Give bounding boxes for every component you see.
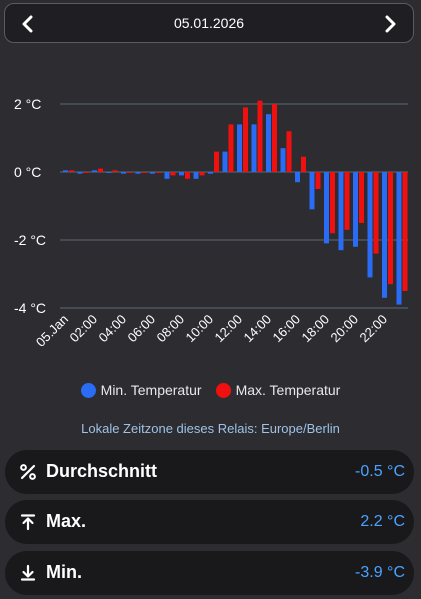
bar-max-temperature [185,172,190,179]
bar-max-temperature [156,172,161,173]
timezone-note: Lokale Zeitzone dieses Relais: Europe/Be… [81,421,340,436]
bar-min-temperature [396,172,402,305]
bar-max-temperature [286,131,292,172]
bar-min-temperature [208,172,213,174]
bar-min-temperature [353,172,358,247]
y-tick-label: 0 °C [14,164,41,180]
x-tick-label: 20:00 [328,312,362,346]
bar-min-temperature [382,172,387,298]
stat-average: Durchschnitt -0.5 °C [5,450,414,494]
bar-min-temperature [324,172,329,244]
chevron-left-icon [22,15,33,33]
bar-max-temperature [170,172,176,176]
x-tick-label: 16:00 [270,312,304,346]
bar-min-temperature [92,170,97,172]
x-tick-label: 02:00 [67,312,101,346]
arrow-down-to-bar-icon [17,562,39,584]
bar-min-temperature [280,148,286,172]
bar-min-temperature [295,172,300,183]
bar-max-temperature [243,107,248,172]
bar-min-temperature [63,170,68,172]
bar-max-temperature [315,172,321,189]
bar-max-temperature [344,172,350,230]
stat-average-value: -0.5 °C [355,463,405,480]
bar-max-temperature [257,100,263,172]
bar-min-temperature [251,124,257,172]
bar-max-temperature [388,172,393,285]
previous-day-button[interactable] [13,10,41,38]
x-tick-label: 14:00 [241,312,275,346]
bar-min-temperature [164,172,170,179]
temperature-chart: 2 °C 0 °C -2 °C -4 °C05.Jan02:0004:0006:000… [14,96,408,350]
bar-max-temperature [98,168,103,172]
stat-max: Max. 2.2 °C [5,500,414,544]
y-tick-label: -2 °C [14,232,46,248]
x-tick-label: 05.Jan [33,312,71,350]
legend-item-max[interactable]: Max. Temperatur [215,382,341,398]
current-date[interactable]: 05.01.2026 [173,15,245,31]
bar-max-temperature [127,172,132,173]
legend-item-min[interactable]: Min. Temperatur [80,382,202,398]
bar-min-temperature [367,172,373,278]
stat-min-label: Min. [46,562,82,582]
date-navigator: 05.01.2026 [4,3,414,43]
legend-label-min: Min. Temperatur [100,382,202,398]
bar-min-temperature [222,151,228,172]
y-tick-label: -4 °C [14,300,46,316]
bar-max-temperature [228,124,234,172]
stat-max-label: Max. [46,511,87,531]
bar-max-temperature [141,172,147,173]
bar-min-temperature [179,172,184,176]
y-tick-label: 2 °C [14,96,41,112]
bar-max-temperature [402,172,408,291]
x-tick-label: 04:00 [96,312,130,346]
legend-label-max: Max. Temperatur [235,382,341,398]
bar-min-temperature [338,172,344,251]
bar-max-temperature [301,156,306,172]
x-tick-label: 12:00 [212,312,246,346]
x-tick-label: 22:00 [357,312,391,346]
bar-max-temperature [112,170,118,172]
stat-max-value: 2.2 °C [360,513,405,530]
stat-average-label: Durchschnitt [46,461,158,481]
bar-max-temperature [199,172,205,176]
bar-max-temperature [330,172,335,234]
bar-min-temperature [77,172,83,174]
x-tick-label: 06:00 [125,312,159,346]
arrow-up-to-bar-icon [17,511,39,533]
bar-min-temperature [135,172,141,174]
x-tick-label: 18:00 [299,312,333,346]
stat-min-value: -3.9 °C [355,564,405,581]
bar-min-temperature [266,114,271,172]
bar-max-temperature [83,172,89,173]
bar-max-temperature [214,151,219,172]
bar-max-temperature [272,104,277,172]
bar-max-temperature [359,172,364,223]
bar-min-temperature [150,172,155,174]
next-day-button[interactable] [377,10,405,38]
bar-min-temperature [193,172,199,179]
stat-min: Min. -3.9 °C [5,551,414,595]
bar-min-temperature [309,172,315,210]
x-tick-label: 08:00 [154,312,188,346]
legend-dot-max [215,382,231,398]
bar-min-temperature [121,172,126,174]
bar-max-temperature [69,170,74,172]
bar-max-temperature [373,172,379,254]
bar-min-temperature [106,172,112,173]
bar-min-temperature [237,124,242,172]
x-tick-label: 10:00 [183,312,217,346]
legend-dot-min [80,382,96,398]
percent-icon [17,461,39,483]
chart-legend: Min. Temperatur Max. Temperatur [0,382,421,398]
chevron-right-icon [385,15,396,33]
